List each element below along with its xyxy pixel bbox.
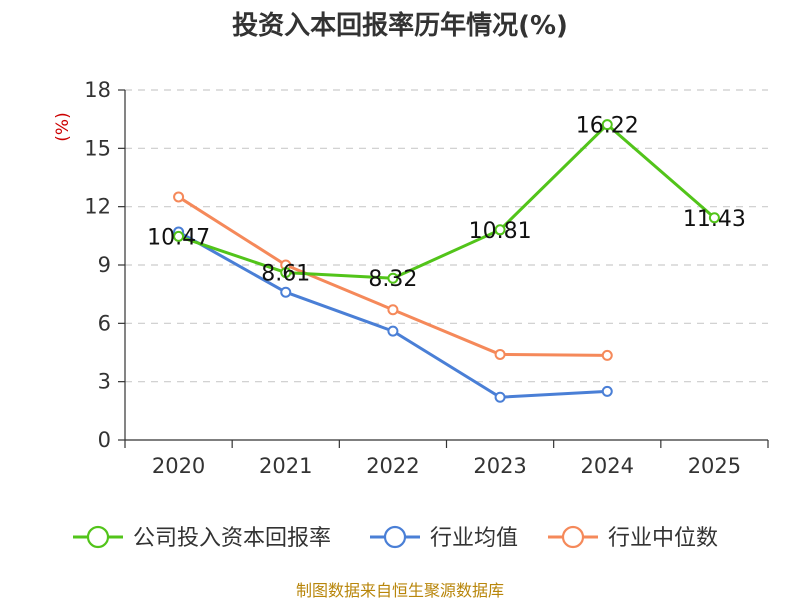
y-tick-label: 6 <box>98 311 111 335</box>
x-tick-label: 2021 <box>259 454 312 478</box>
x-tick-label: 2020 <box>152 454 205 478</box>
data-label: 10.47 <box>147 225 210 250</box>
x-tick-label: 2024 <box>581 454 634 478</box>
legend-label: 公司投入资本回报率 <box>133 526 331 551</box>
legend-marker <box>561 525 585 549</box>
legend-marker <box>383 525 407 549</box>
legend: 公司投入资本回报率 行业均值 行业中位数 <box>73 525 718 551</box>
series-point <box>173 230 185 242</box>
series-point <box>601 385 613 397</box>
series-point <box>494 224 506 236</box>
data-label-layer: 10.47 8.61 8.32 10.81 16.22 11.43 <box>147 114 746 293</box>
series-point <box>494 348 506 360</box>
data-label: 8.32 <box>368 267 417 292</box>
series-point <box>387 325 399 337</box>
series-point <box>601 349 613 361</box>
series-point <box>708 212 720 224</box>
series-point <box>280 267 292 279</box>
series-point <box>387 304 399 316</box>
x-tick-label: 2023 <box>473 454 526 478</box>
chart-title: 投资入本回报率历年情况(%) <box>232 10 568 41</box>
series-point <box>494 391 506 403</box>
grid-layer <box>125 89 768 383</box>
series-point <box>280 286 292 298</box>
y-tick-label: 15 <box>84 136 111 160</box>
data-label: 11.43 <box>683 207 746 232</box>
data-label: 10.81 <box>469 219 532 244</box>
legend-marker <box>86 525 110 549</box>
y-tick-label: 3 <box>98 370 111 394</box>
data-label: 16.22 <box>576 114 639 139</box>
series-point <box>387 272 399 284</box>
axis-layer: 0 3 6 9 12 15 18 2020 2021 2022 2023 2024 2025 <box>84 78 769 478</box>
data-label: 8.61 <box>261 262 310 287</box>
x-tick-label: 2022 <box>366 454 419 478</box>
source-note: 制图数据来自恒生聚源数据库 <box>296 581 504 600</box>
y-axis-unit: (%) <box>53 112 73 141</box>
y-tick-label: 0 <box>98 428 111 452</box>
x-tick-label: 2025 <box>688 454 741 478</box>
series-layer <box>173 119 720 403</box>
series-point <box>173 191 185 203</box>
series-point <box>601 119 613 131</box>
series-line <box>178 123 716 280</box>
y-tick-label: 12 <box>84 195 111 219</box>
y-tick-label: 9 <box>98 253 111 277</box>
legend-label: 行业均值 <box>430 526 518 551</box>
legend-label: 行业中位数 <box>608 526 718 551</box>
y-tick-label: 18 <box>84 78 111 102</box>
